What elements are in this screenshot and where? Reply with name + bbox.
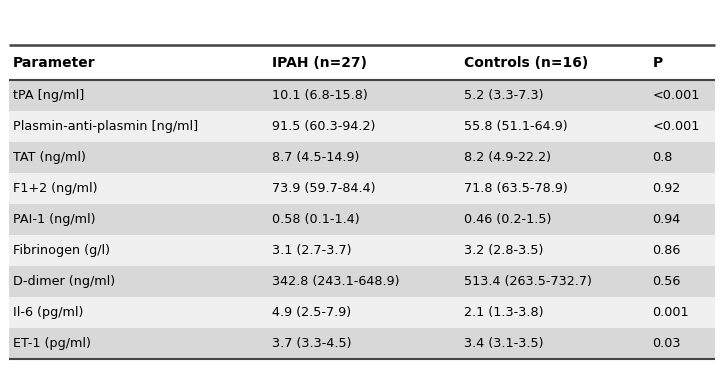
Text: 55.8 (51.1-64.9): 55.8 (51.1-64.9) (464, 120, 568, 134)
Text: 342.8 (243.1-648.9): 342.8 (243.1-648.9) (272, 275, 400, 288)
Bar (9, 297, 715, 328)
Text: P: P (652, 56, 662, 70)
Text: 8.2 (4.9-22.2): 8.2 (4.9-22.2) (464, 151, 551, 164)
Text: 0.58 (0.1-1.4): 0.58 (0.1-1.4) (272, 213, 360, 226)
Text: 4.9 (2.5-7.9): 4.9 (2.5-7.9) (272, 306, 351, 319)
Text: 0.94: 0.94 (652, 213, 681, 226)
Text: ET-1 (pg/ml): ET-1 (pg/ml) (13, 337, 91, 350)
Text: 73.9 (59.7-84.4): 73.9 (59.7-84.4) (272, 182, 376, 195)
Text: 10.1 (6.8-15.8): 10.1 (6.8-15.8) (272, 89, 368, 102)
Text: TAT (ng/ml): TAT (ng/ml) (13, 151, 86, 164)
Bar (9, 235, 715, 266)
Text: 3.2 (2.8-3.5): 3.2 (2.8-3.5) (464, 244, 544, 257)
Text: 0.001: 0.001 (652, 306, 689, 319)
Text: <0.001: <0.001 (652, 120, 699, 134)
Text: tPA [ng/ml]: tPA [ng/ml] (13, 89, 84, 102)
Text: Plasmin-anti-plasmin [ng/ml]: Plasmin-anti-plasmin [ng/ml] (13, 120, 198, 134)
Text: D-dimer (ng/ml): D-dimer (ng/ml) (13, 275, 115, 288)
Text: 0.86: 0.86 (652, 244, 681, 257)
Text: 5.2 (3.3-7.3): 5.2 (3.3-7.3) (464, 89, 544, 102)
Text: 8.7 (4.5-14.9): 8.7 (4.5-14.9) (272, 151, 360, 164)
Text: Fibrinogen (g/l): Fibrinogen (g/l) (13, 244, 110, 257)
Text: 0.46 (0.2-1.5): 0.46 (0.2-1.5) (464, 213, 552, 226)
Bar (9, 266, 715, 297)
Text: 2.1 (1.3-3.8): 2.1 (1.3-3.8) (464, 306, 544, 319)
Bar (9, 173, 715, 204)
Text: Parameter: Parameter (13, 56, 96, 70)
Text: 71.8 (63.5-78.9): 71.8 (63.5-78.9) (464, 182, 568, 195)
Text: 513.4 (263.5-732.7): 513.4 (263.5-732.7) (464, 275, 592, 288)
Text: F1+2 (ng/ml): F1+2 (ng/ml) (13, 182, 98, 195)
Bar (9, 111, 715, 142)
Text: 91.5 (60.3-94.2): 91.5 (60.3-94.2) (272, 120, 376, 134)
Text: IPAH (n=27): IPAH (n=27) (272, 56, 367, 70)
Bar (9, 142, 715, 173)
Bar (9, 204, 715, 235)
Text: 0.03: 0.03 (652, 337, 681, 350)
Bar (9, 45, 715, 80)
Text: <0.001: <0.001 (652, 89, 699, 102)
Text: 0.92: 0.92 (652, 182, 681, 195)
Text: PAI-1 (ng/ml): PAI-1 (ng/ml) (13, 213, 96, 226)
Text: 3.7 (3.3-4.5): 3.7 (3.3-4.5) (272, 337, 352, 350)
Text: 0.56: 0.56 (652, 275, 681, 288)
Text: 3.1 (2.7-3.7): 3.1 (2.7-3.7) (272, 244, 352, 257)
Text: Controls (n=16): Controls (n=16) (464, 56, 589, 70)
Text: 0.8: 0.8 (652, 151, 673, 164)
Bar (9, 80, 715, 111)
Text: Il-6 (pg/ml): Il-6 (pg/ml) (13, 306, 83, 319)
Bar (9, 328, 715, 359)
Text: 3.4 (3.1-3.5): 3.4 (3.1-3.5) (464, 337, 544, 350)
